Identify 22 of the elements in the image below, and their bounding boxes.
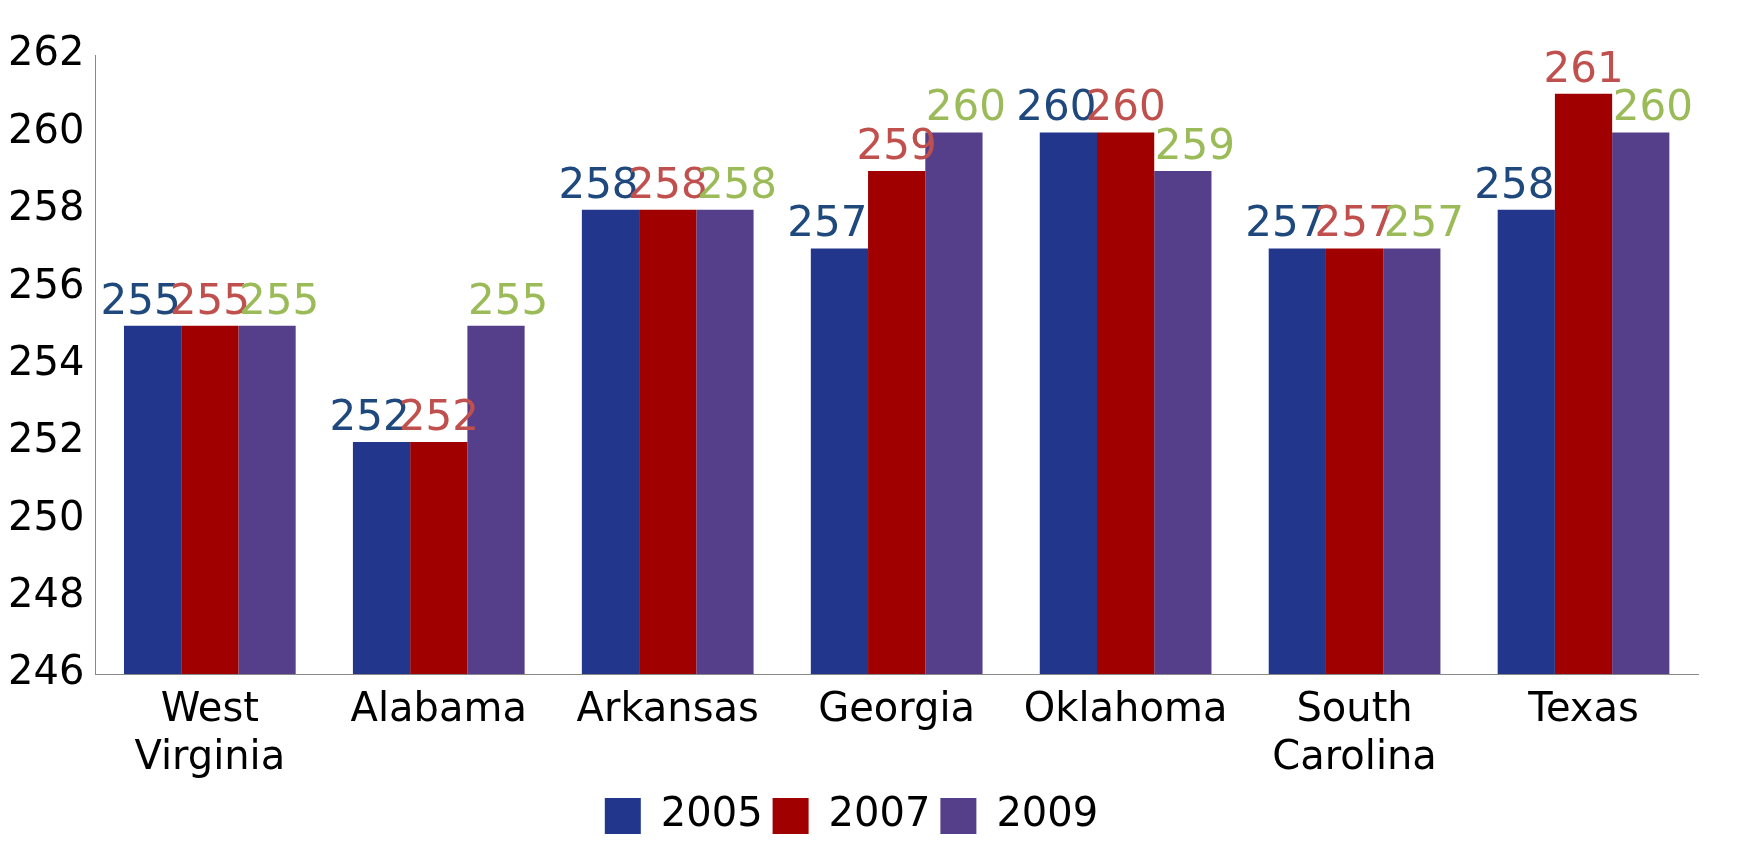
legend-label: 2005 bbox=[660, 789, 763, 836]
y-tick-label: 248 bbox=[7, 570, 85, 617]
data-label: 258 bbox=[1474, 158, 1555, 208]
x-tick-label: Georgia bbox=[818, 684, 976, 731]
x-tick-label: Alabama bbox=[350, 684, 527, 731]
y-tick-label: 250 bbox=[7, 492, 85, 539]
legend-label: 2009 bbox=[996, 789, 1099, 836]
y-tick-label: 246 bbox=[7, 647, 85, 694]
legend-label: 2007 bbox=[828, 789, 931, 836]
y-tick-label: 254 bbox=[7, 337, 85, 384]
x-tick-label: Texas bbox=[1527, 684, 1639, 731]
x-tick-label: Oklahoma bbox=[1023, 684, 1228, 731]
y-tick-label: 256 bbox=[7, 260, 85, 307]
y-tick-label: 260 bbox=[7, 105, 85, 152]
x-tick-label: Arkansas bbox=[576, 684, 759, 731]
y-tick-label: 252 bbox=[7, 415, 85, 462]
y-tick-label: 262 bbox=[7, 28, 85, 75]
data-label: 255 bbox=[467, 274, 549, 324]
data-label: 257 bbox=[787, 197, 868, 247]
y-tick-label: 258 bbox=[7, 183, 85, 230]
x-tick-label: South Carolina bbox=[1272, 684, 1437, 779]
x-tick-label: West Virginia bbox=[134, 684, 286, 779]
